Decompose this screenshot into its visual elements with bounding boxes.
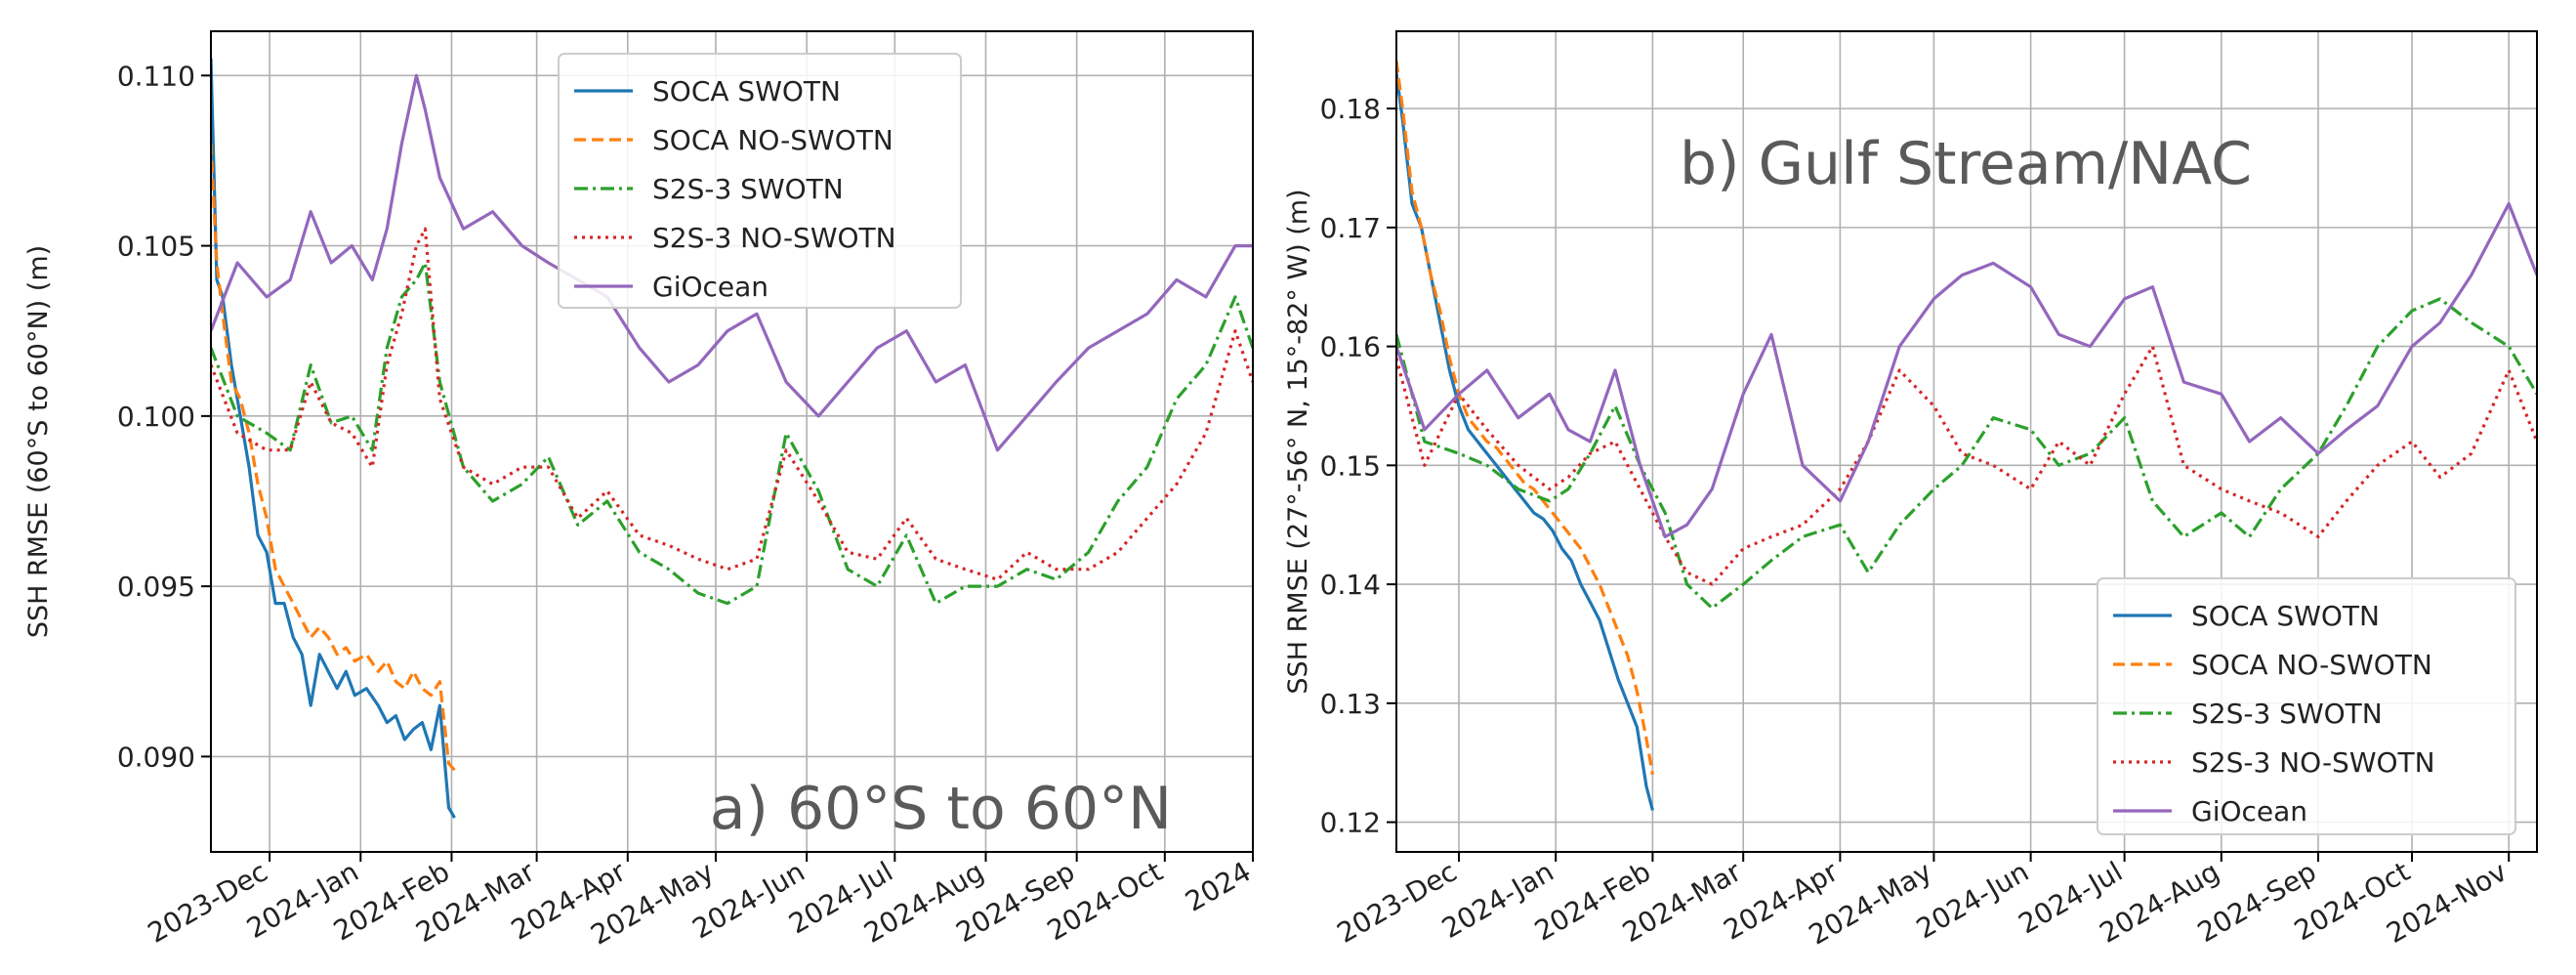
series-line-giocean xyxy=(1396,201,2537,539)
legend-label: SOCA SWOTN xyxy=(652,75,841,107)
legend-label: S2S-3 SWOTN xyxy=(2191,698,2383,730)
x-tick-label: 2023-Dec xyxy=(1332,855,1463,949)
panel-annotation: a) 60°S to 60°N xyxy=(710,775,1172,843)
legend-label: GiOcean xyxy=(2191,795,2307,827)
legend-box xyxy=(2097,577,2516,835)
series-line-s2s-3-swotn xyxy=(1396,297,2537,611)
plot-frame xyxy=(1395,30,2538,853)
y-tick-label: 0.13 xyxy=(1320,688,1381,720)
legend-label: S2S-3 NO-SWOTN xyxy=(2191,746,2435,779)
y-tick-label: 0.15 xyxy=(1320,449,1381,482)
y-tick-label: 0.105 xyxy=(117,231,195,263)
series-line-giocean xyxy=(211,73,1253,452)
legend-box xyxy=(558,53,962,309)
series-line-soca-swotn xyxy=(211,58,456,819)
y-tick-label: 0.090 xyxy=(117,741,195,773)
x-tick-label: 2024-Jun xyxy=(1911,855,2034,945)
y-tick-label: 0.14 xyxy=(1320,569,1381,601)
series-line-s2s-3-no-swotn xyxy=(1396,345,2537,586)
panel-annotation: b) Gulf Stream/NAC xyxy=(1680,130,2252,198)
legend-label: S2S-3 SWOTN xyxy=(652,173,844,205)
legend-label: GiOcean xyxy=(652,271,769,303)
y-axis-label: SSH RMSE (27°-56° N, 15°-82° W) (m) xyxy=(1283,189,1313,694)
legend-label: SOCA NO-SWOTN xyxy=(2191,649,2432,681)
y-tick-label: 0.100 xyxy=(117,401,195,433)
series-line-s2s-3-swotn xyxy=(211,261,1253,606)
y-axis-label: SSH RMSE (60°S to 60°N) (m) xyxy=(23,245,54,638)
y-tick-label: 0.16 xyxy=(1320,331,1381,363)
y-tick-label: 0.12 xyxy=(1320,807,1381,839)
legend-label: SOCA NO-SWOTN xyxy=(652,124,893,156)
chart-panel-a: 0.0900.0950.1000.1050.1102023-Dec2024-Ja… xyxy=(23,30,1257,952)
y-tick-label: 0.110 xyxy=(117,60,195,92)
y-tick-label: 0.17 xyxy=(1320,212,1381,244)
legend: SOCA SWOTN SOCA NO-SWOTN S2S-3 SWOTN S2S-3 … xyxy=(558,53,962,309)
legend: SOCA SWOTN SOCA NO-SWOTN S2S-3 SWOTN S2S-3 … xyxy=(2097,577,2516,835)
legend-label: SOCA SWOTN xyxy=(2191,600,2380,632)
y-tick-label: 0.095 xyxy=(117,571,195,603)
chart-panel-b: 0.12 0.13 0.14 0.15 0.16 0.17 0.18 2023-Dec 2024… xyxy=(1283,30,2538,952)
series-line-soca-swotn xyxy=(1396,72,1654,811)
y-tick-label: 0.18 xyxy=(1320,93,1381,125)
plot-frame xyxy=(210,30,1254,853)
legend-label: S2S-3 NO-SWOTN xyxy=(652,222,896,254)
x-tick-label: 2024 xyxy=(1180,855,1256,917)
